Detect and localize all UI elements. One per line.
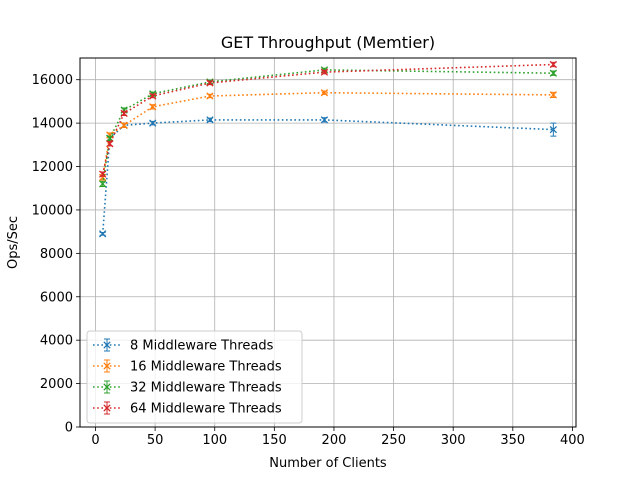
legend-marker [103, 341, 111, 349]
y-tick-label: 10000 [32, 203, 73, 218]
data-point [149, 119, 157, 127]
data-point [206, 116, 214, 124]
y-tick-label: 6000 [40, 290, 73, 305]
legend-marker [103, 362, 111, 370]
legend: 8 Middleware Threads 16 Middleware Thread… [86, 330, 303, 424]
data-point [206, 92, 214, 100]
data-point [320, 68, 329, 76]
y-axis-label: Ops/Sec [6, 216, 21, 269]
data-point [549, 69, 558, 77]
series-1 [98, 116, 558, 238]
data-point [320, 89, 329, 97]
x-tick-label: 50 [147, 433, 164, 448]
x-tick-label: 400 [560, 433, 585, 448]
legend-label: 8 Middleware Threads [130, 339, 274, 354]
data-point [206, 79, 214, 87]
data-point [320, 116, 329, 124]
chart-title: GET Throughput (Memtier) [221, 33, 435, 52]
legend-label: 32 Middleware Threads [130, 381, 282, 396]
x-axis-label: Number of Clients [269, 456, 387, 471]
x-tick-label: 350 [500, 433, 525, 448]
x-tick-label: 250 [381, 433, 406, 448]
legend-item: 64 Middleware Threads [93, 401, 282, 417]
data-point [120, 121, 128, 129]
x-tick-label: 200 [322, 433, 347, 448]
x-tick-label: 150 [262, 433, 287, 448]
legend-item: 8 Middleware Threads [93, 338, 274, 354]
legend-marker [103, 383, 111, 391]
x-tick-label: 100 [202, 433, 227, 448]
data-point [149, 103, 157, 111]
data-point [98, 180, 107, 188]
legend-marker [103, 404, 111, 412]
y-tick-label: 4000 [40, 334, 73, 349]
data-point [120, 106, 128, 114]
series-line [101, 91, 554, 178]
y-tick-label: 0 [65, 421, 73, 436]
legend-label: 16 Middleware Threads [130, 360, 282, 375]
plot-area-frame [79, 57, 577, 428]
legend-label: 64 Middleware Threads [130, 402, 282, 417]
y-tick-label: 8000 [40, 247, 73, 262]
x-axis: 0 50 100 150 200 250 300 350 400 [91, 427, 585, 448]
data-point [149, 92, 157, 100]
legend-item: 16 Middleware Threads [93, 359, 282, 375]
x-tick-label: 0 [91, 433, 99, 448]
y-tick-label: 12000 [32, 160, 73, 175]
data-point [98, 230, 107, 238]
series-line [101, 63, 554, 175]
y-tick-label: 14000 [32, 117, 73, 132]
legend-box [86, 330, 303, 424]
series-layer [98, 60, 558, 238]
data-point [549, 125, 558, 134]
data-point [549, 60, 558, 69]
series-line [101, 119, 554, 234]
legend-item: 32 Middleware Threads [93, 380, 282, 396]
data-point [120, 109, 128, 118]
x-tick-label: 300 [441, 433, 466, 448]
y-axis: 0 2000 4000 6000 8000 10000 12000 14000 16000 [32, 73, 80, 436]
data-point [98, 170, 107, 178]
data-point [106, 140, 114, 148]
series-4 [98, 60, 558, 178]
data-point [549, 91, 558, 99]
y-tick-label: 16000 [32, 73, 73, 88]
y-tick-label: 2000 [40, 377, 73, 392]
